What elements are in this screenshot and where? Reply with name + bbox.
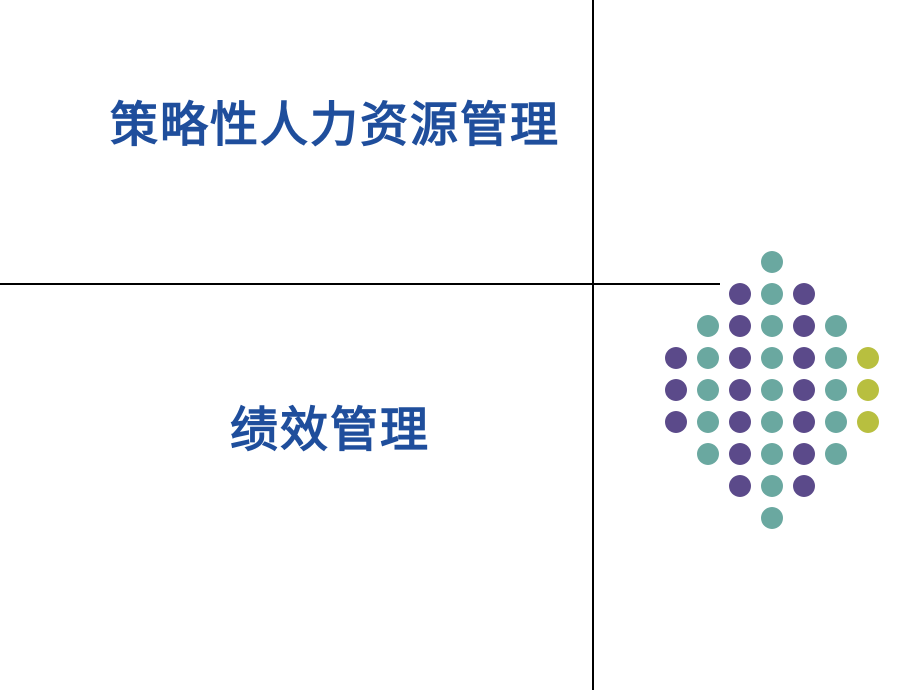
decoration-dot <box>825 443 847 465</box>
decoration-dot <box>697 443 719 465</box>
decoration-dot <box>761 347 783 369</box>
decoration-dot <box>729 475 751 497</box>
decoration-dot <box>729 347 751 369</box>
decoration-dot <box>793 283 815 305</box>
decoration-dot <box>729 379 751 401</box>
decoration-dot <box>825 379 847 401</box>
decoration-dot <box>761 443 783 465</box>
slide: 策略性人力资源管理 绩效管理 <box>0 0 920 690</box>
decoration-dot <box>825 411 847 433</box>
decoration-dot <box>665 411 687 433</box>
decoration-dot <box>793 315 815 337</box>
vertical-divider-line <box>592 0 594 690</box>
decoration-dot <box>761 283 783 305</box>
decoration-dot <box>761 379 783 401</box>
decoration-dot <box>793 347 815 369</box>
decoration-dot <box>761 315 783 337</box>
decoration-dot <box>729 315 751 337</box>
decoration-dot <box>665 347 687 369</box>
decoration-dot <box>793 475 815 497</box>
decoration-dot <box>761 507 783 529</box>
decoration-dot <box>825 315 847 337</box>
decoration-dot <box>761 475 783 497</box>
decoration-dot <box>729 411 751 433</box>
decoration-dot <box>697 347 719 369</box>
decoration-dot <box>665 379 687 401</box>
decoration-dot <box>793 411 815 433</box>
decoration-dot <box>761 251 783 273</box>
decoration-dot <box>729 443 751 465</box>
decoration-dot <box>761 411 783 433</box>
horizontal-divider-line <box>0 283 720 285</box>
decoration-dot <box>857 347 879 369</box>
decoration-dot <box>857 379 879 401</box>
decoration-dot <box>857 411 879 433</box>
title-top: 策略性人力资源管理 <box>110 85 560 155</box>
decoration-dot <box>697 315 719 337</box>
title-bottom: 绩效管理 <box>230 390 430 460</box>
decoration-dot <box>793 443 815 465</box>
decoration-dot <box>793 379 815 401</box>
decoration-dot <box>729 283 751 305</box>
decoration-dot <box>825 347 847 369</box>
decoration-dot <box>697 411 719 433</box>
decoration-dot <box>697 379 719 401</box>
